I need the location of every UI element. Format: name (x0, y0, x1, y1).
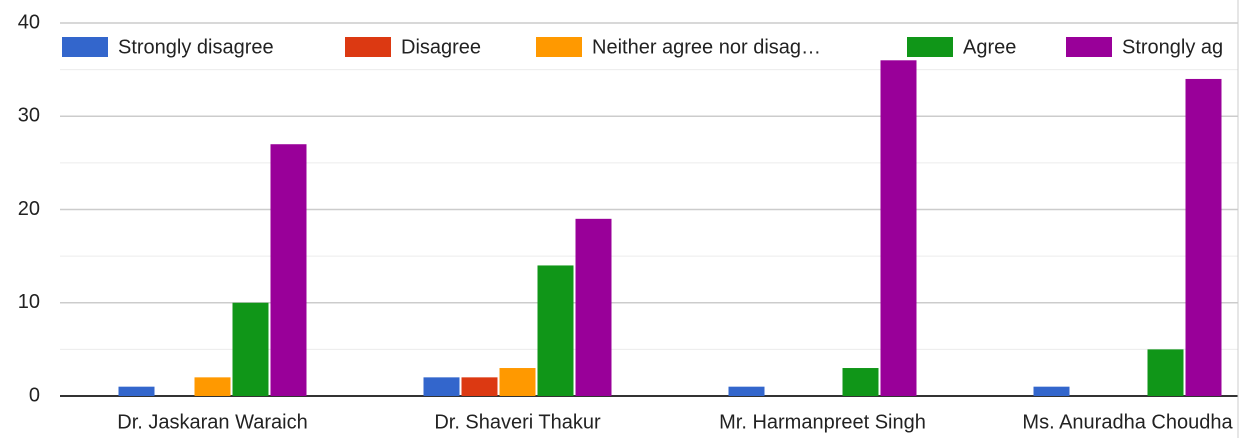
legend-label: Agree (963, 36, 1016, 58)
legend-swatch (536, 37, 582, 57)
legend-label: Disagree (401, 36, 481, 58)
legend-swatch (62, 37, 108, 57)
bar (1147, 349, 1184, 396)
x-tick-label: Dr. Shaveri Thakur (434, 411, 601, 433)
y-tick-label: 40 (18, 11, 40, 33)
bar (232, 302, 269, 396)
plot-area: 0 10 20 30 40 Dr. Jaskaran Waraich Dr. Shaveri… (18, 11, 1238, 433)
bar (880, 60, 917, 397)
bar (270, 144, 307, 396)
bar (842, 368, 879, 396)
legend-label: Strongly ag (1122, 36, 1223, 58)
bar (537, 265, 574, 396)
x-tick-label: Ms. Anuradha Choudha (1022, 411, 1233, 433)
bar (728, 386, 765, 396)
y-tick-label: 10 (18, 291, 40, 313)
x-tick-label: Mr. Harmanpreet Singh (719, 411, 926, 433)
y-tick-label: 0 (29, 384, 40, 406)
bar (461, 377, 498, 396)
legend-label: Neither agree nor disag… (592, 36, 821, 58)
y-tick-label: 30 (18, 105, 40, 127)
y-tick-label: 20 (18, 198, 40, 220)
bar (423, 377, 460, 396)
bar (1185, 78, 1222, 396)
legend-label: Strongly disagree (118, 36, 274, 58)
bar (499, 368, 536, 396)
bar (194, 377, 231, 396)
legend-swatch (1066, 37, 1112, 57)
bar (575, 218, 612, 396)
bar (118, 386, 155, 396)
legend-swatch (907, 37, 953, 57)
x-tick-label: Dr. Jaskaran Waraich (117, 411, 307, 433)
bar (1033, 386, 1070, 396)
legend-swatch (345, 37, 391, 57)
